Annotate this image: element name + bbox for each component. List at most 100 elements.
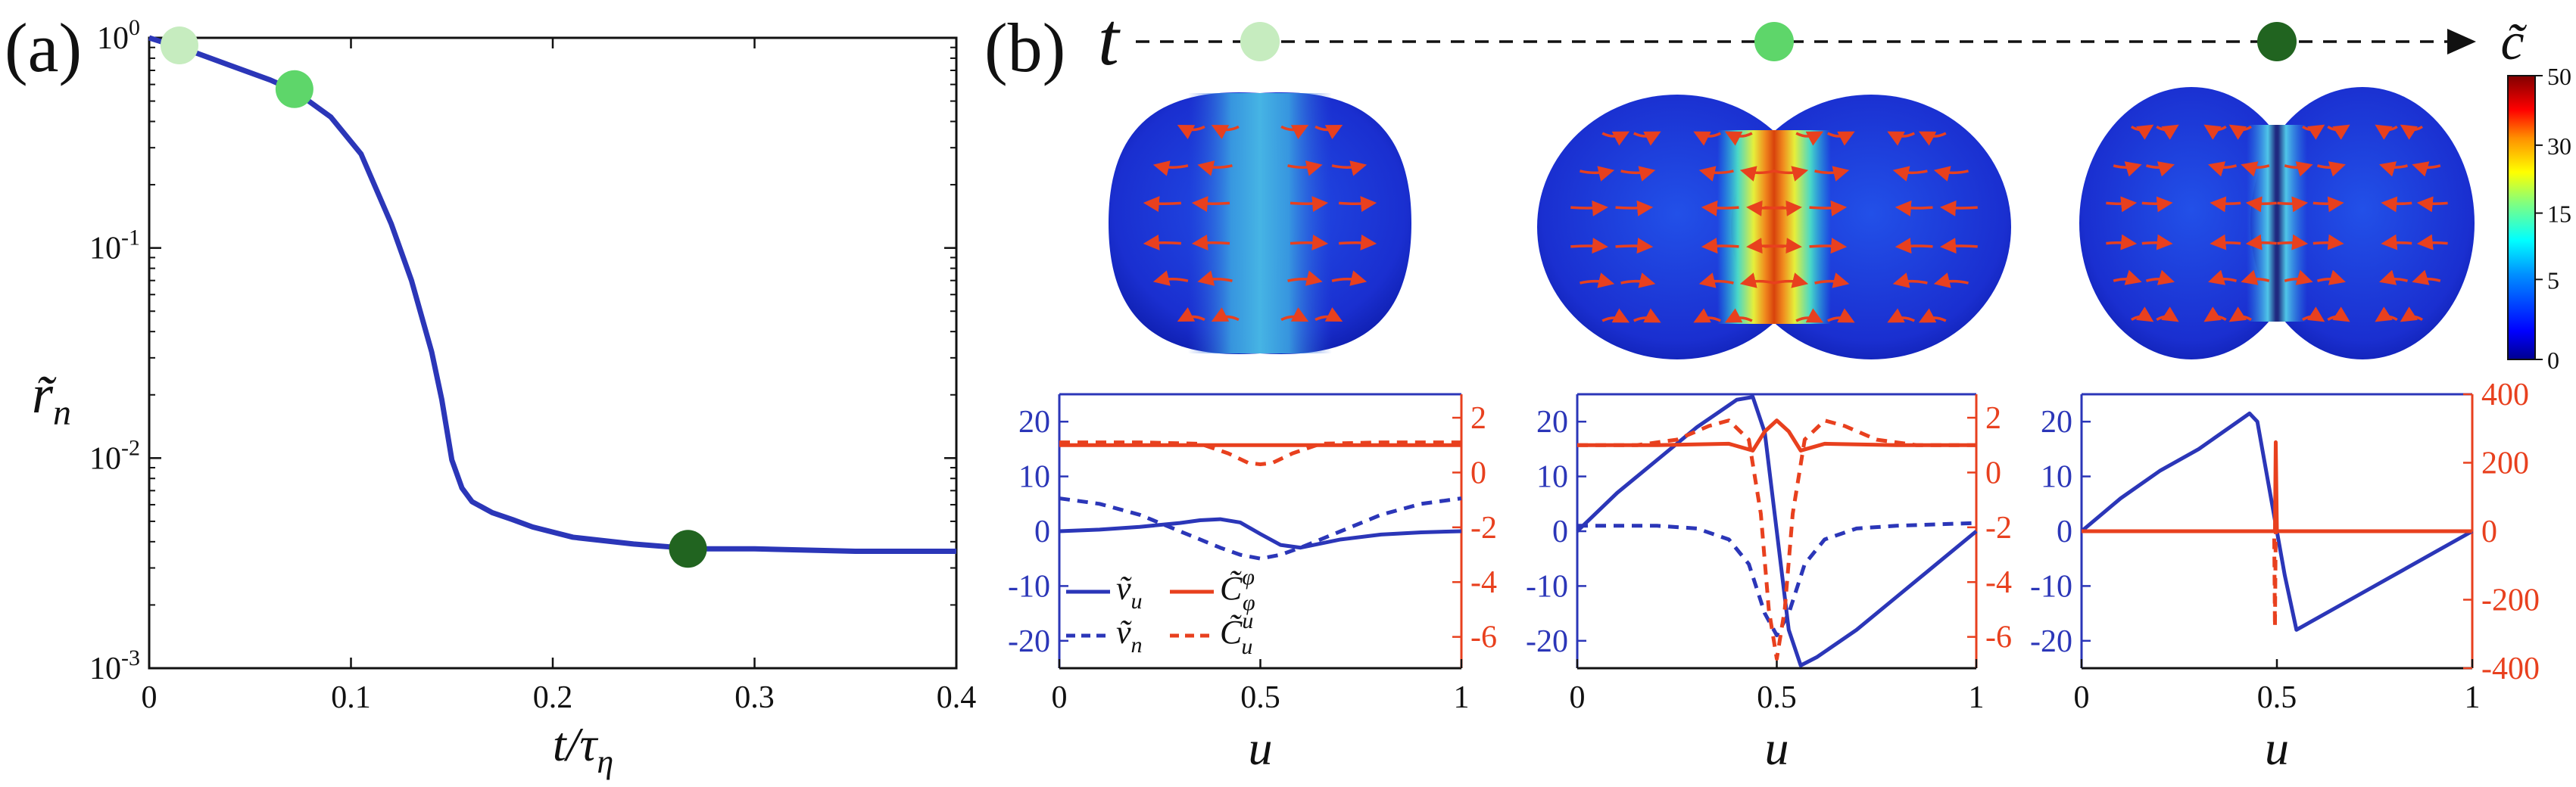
x-axis-label-a: t/τη	[553, 717, 613, 780]
cell-2-right-flow-arrow	[1892, 166, 1928, 182]
x-tick-label: 0.5	[2257, 680, 2297, 715]
cell-2-left-flow-arrow	[1620, 166, 1656, 182]
cell-3-left-flow-arrow	[2141, 196, 2173, 213]
time-marker-3	[669, 530, 707, 568]
y2-tick-label: 0	[2481, 515, 2497, 549]
legend-label: ṽn	[1116, 614, 1143, 658]
cell-2-right-flow-arrow	[1895, 238, 1933, 254]
x-tick-label: 0.5	[1240, 680, 1280, 715]
y2-tick-label: -2	[1985, 511, 2012, 546]
time-dot-2	[1754, 22, 1794, 61]
cell-1	[1109, 92, 1411, 354]
y-tick-label: 20	[1536, 405, 1568, 440]
time-arrow: t	[1098, 0, 2476, 81]
colorbar-gradient	[2507, 75, 2536, 360]
y2-tick-label: -2	[1470, 511, 1497, 546]
cell-1-flow-arrow	[1143, 234, 1182, 250]
cell-1-band	[1188, 93, 1332, 353]
time-dot-3	[2257, 22, 2297, 61]
cell-3-right-flow-arrow	[2277, 196, 2309, 213]
cell-2-right-flow-arrow	[1918, 131, 1947, 146]
cell-3-right-flow-arrow	[2327, 306, 2350, 322]
cell-3-left-flow-arrow	[2156, 306, 2179, 322]
cell-3-left-flow-arrow	[2145, 269, 2175, 285]
cell-1-flow-arrow	[1280, 307, 1309, 322]
series-line-c-u-u	[2082, 529, 2472, 630]
cell-3-left-flow-arrow	[2113, 269, 2142, 285]
cell-1-flow-arrow	[1290, 234, 1329, 250]
x-axis-label: u	[1765, 721, 1789, 775]
cell-3-right-flow-arrow	[2327, 124, 2350, 140]
cell-2-neck-band	[1717, 130, 1831, 324]
cell-2-right-flow-arrow	[1795, 131, 1824, 146]
cell-2-right-flow-arrow	[1814, 272, 1850, 288]
cell-1-flow-arrow	[1290, 196, 1329, 213]
cell-3-left-flow-arrow	[2208, 161, 2238, 177]
chart-panel-b3: 0 0.5 1 20 10 0 -10 -20 400 200 0 -200 -400 u	[2030, 378, 2540, 775]
x-tick-label-a: 0.2	[533, 680, 573, 715]
cell-3	[2079, 87, 2475, 359]
cell-2-right-flow-arrow	[1764, 238, 1802, 254]
y-tick-label: -20	[1008, 624, 1050, 659]
y2-tick-label: -200	[2481, 583, 2540, 618]
cell-3-left-flow-arrow	[2141, 234, 2173, 250]
cell-3-right-flow-arrow	[2312, 234, 2344, 250]
cell-3-left-flow-arrow	[2113, 161, 2142, 177]
cell-1-flow-arrow	[1315, 307, 1343, 322]
cell-2	[1537, 95, 2011, 359]
y-tick-label-a: 100	[97, 15, 140, 56]
time-marker-2	[275, 70, 313, 108]
cell-3-right-flow-arrow	[2379, 269, 2409, 285]
cell-2-left-flow-arrow	[1633, 131, 1661, 146]
x-tick-label: 0	[1052, 680, 1068, 715]
cell-3-left-flow-arrow	[2208, 269, 2238, 285]
cell-3-left-flow-arrow	[2203, 124, 2227, 140]
y2-tick-label: -4	[1470, 565, 1497, 600]
x-tick-label: 1	[2465, 680, 2481, 715]
y-tick-label: -10	[1526, 569, 1568, 604]
y2-tick-label: 0	[1985, 456, 2001, 490]
cell-1-flow-arrow	[1211, 125, 1240, 139]
cell-3-left-flow-arrow	[2131, 124, 2154, 140]
cell-1-flow-arrow	[1152, 270, 1189, 286]
cell-3-left-flow-arrow	[2203, 306, 2227, 322]
series-line-c-u-u	[1059, 440, 1461, 467]
cell-3-left-flow-arrow	[2106, 234, 2138, 250]
cell-3-neck-band	[2247, 125, 2307, 322]
cell-2-right-flow-arrow	[1773, 272, 1809, 288]
cell-2-left-flow-arrow	[1580, 272, 1615, 288]
x-tick-label: 0	[2074, 680, 2090, 715]
y2-tick-label: -400	[2481, 652, 2540, 686]
colorbar-tick-label: 0	[2547, 347, 2559, 374]
series-line-v-u	[1059, 517, 1462, 550]
cell-2-right-flow-arrow	[1826, 131, 1855, 146]
x-tick-label-a: 0	[142, 680, 157, 715]
x-tick-label-a: 0.3	[734, 680, 775, 715]
cell-3-right-flow-arrow	[2312, 196, 2344, 213]
cell-2-right-flow-arrow	[1892, 272, 1928, 288]
cell-2-left-flow-arrow	[1615, 238, 1654, 254]
y-tick-label: -10	[2030, 569, 2072, 604]
y-tick-label: 10	[1536, 460, 1568, 495]
x-tick-label: 1	[1969, 680, 1985, 715]
y-tick-label: 0	[1552, 515, 1568, 549]
cell-2-right-flow-arrow	[1918, 308, 1947, 323]
cell-1-flow-arrow	[1197, 160, 1233, 176]
series-line-v-u	[1576, 395, 1978, 667]
y-tick-label: 20	[1018, 405, 1050, 440]
cell-1-flow-arrow	[1152, 160, 1189, 176]
cell-3-left-flow-arrow	[2156, 124, 2179, 140]
series-line-c-phi-phi	[1577, 418, 1976, 453]
cell-1-flow-arrow	[1177, 307, 1205, 322]
cell-1-flow-arrow	[1287, 160, 1323, 176]
y2-tick-label: 2	[1985, 401, 2001, 436]
cell-2-left-flow-arrow	[1724, 131, 1753, 146]
x-tick-label-a: 0.4	[937, 680, 977, 715]
time-dot-1	[1240, 22, 1280, 61]
cell-3-right-flow-arrow	[2277, 234, 2309, 250]
cell-3-left-flow-arrow	[2106, 196, 2138, 213]
x-axis-label: u	[1249, 721, 1273, 775]
cell-3-left-flow-arrow	[2245, 196, 2277, 213]
cell-2-left-flow-arrow	[1701, 200, 1739, 216]
